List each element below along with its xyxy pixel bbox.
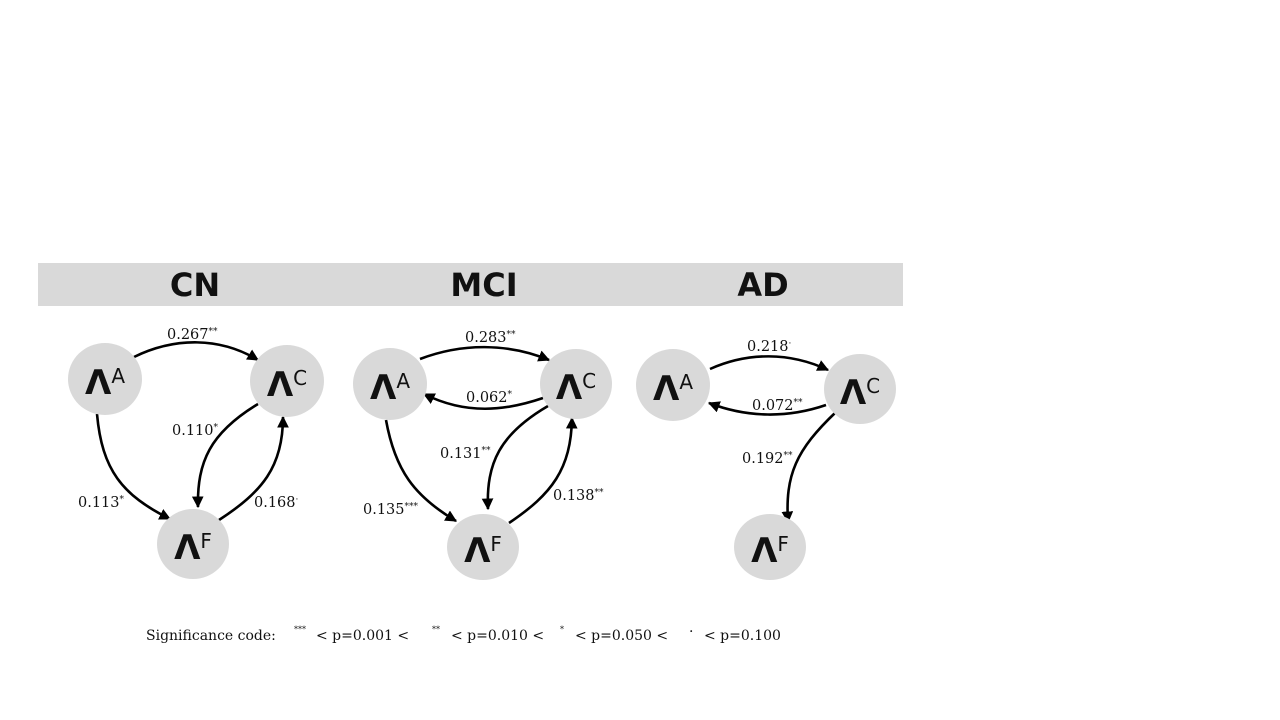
legend-sig-2: ** bbox=[432, 625, 440, 634]
node-cn-lambda-f: ΛF bbox=[157, 509, 229, 579]
legend-label: Significance code: bbox=[146, 628, 276, 644]
label-mci-a-to-f: 0.135*** bbox=[363, 502, 419, 518]
header-band bbox=[38, 263, 903, 306]
node-mci-lambda-a: ΛA bbox=[353, 348, 427, 420]
svg-text:ΛA: ΛA bbox=[85, 363, 125, 403]
legend-threshold-3: < p=0.050 < bbox=[575, 628, 668, 644]
panel-cn: ΛA ΛC ΛF 0.267** 0.110* 0.113* 0.168· bbox=[68, 327, 324, 579]
svg-text:ΛC: ΛC bbox=[267, 365, 307, 405]
node-ad-lambda-f: ΛF bbox=[734, 514, 806, 580]
panel-mci: ΛA ΛC ΛF 0.283** 0.062* 0.131** 0.135***… bbox=[353, 330, 612, 580]
header-mci: MCI bbox=[450, 266, 517, 304]
label-cn-c-to-f: 0.110* bbox=[172, 423, 219, 439]
node-cn-lambda-a: ΛA bbox=[68, 343, 142, 415]
edge-ad-c-to-f bbox=[781, 411, 837, 524]
svg-text:ΛA: ΛA bbox=[653, 369, 693, 409]
legend-threshold-4: < p=0.100 bbox=[704, 628, 781, 644]
node-cn-lambda-c: ΛC bbox=[250, 345, 324, 417]
edge-cn-f-to-c bbox=[218, 415, 289, 522]
node-ad-lambda-a: ΛA bbox=[636, 349, 710, 421]
edge-mci-a-to-f bbox=[384, 419, 458, 523]
legend-threshold-1: < p=0.001 < bbox=[316, 628, 409, 644]
significance-legend: Significance code: *** < p=0.001 < ** < … bbox=[146, 624, 781, 644]
svg-text:ΛA: ΛA bbox=[370, 368, 410, 408]
label-mci-c-to-f: 0.131** bbox=[440, 446, 491, 462]
edge-ad-c-to-a bbox=[707, 401, 827, 416]
label-cn-a-to-f: 0.113* bbox=[78, 495, 125, 511]
svg-text:ΛC: ΛC bbox=[556, 368, 596, 408]
edge-cn-c-to-f bbox=[191, 402, 259, 509]
label-cn-f-to-c: 0.168· bbox=[254, 495, 299, 511]
label-mci-f-to-c: 0.138** bbox=[553, 488, 604, 504]
label-ad-c-to-a: 0.072** bbox=[752, 398, 803, 414]
legend-sig-1: *** bbox=[294, 625, 306, 634]
label-ad-a-to-c: 0.218· bbox=[747, 339, 792, 355]
panel-ad: ΛA ΛC ΛF 0.218· 0.072** 0.192** bbox=[636, 339, 896, 580]
node-ad-lambda-c: ΛC bbox=[824, 354, 896, 424]
node-mci-lambda-f: ΛF bbox=[447, 514, 519, 580]
label-mci-a-to-c: 0.283** bbox=[465, 330, 516, 346]
header-cn: CN bbox=[170, 266, 220, 304]
edge-cn-a-to-f bbox=[95, 413, 172, 521]
legend-threshold-2: < p=0.010 < bbox=[451, 628, 544, 644]
label-mci-c-to-a: 0.062* bbox=[466, 390, 513, 406]
edge-cn-a-to-c bbox=[133, 341, 260, 362]
svg-text:ΛF: ΛF bbox=[174, 528, 212, 568]
edge-ad-a-to-c bbox=[709, 355, 830, 372]
edge-mci-c-to-f bbox=[481, 404, 549, 511]
label-cn-a-to-c: 0.267** bbox=[167, 327, 218, 343]
svg-text:ΛC: ΛC bbox=[840, 373, 880, 413]
edge-mci-c-to-a bbox=[422, 392, 544, 411]
node-mci-lambda-c: ΛC bbox=[540, 349, 612, 419]
legend-sig-3: * bbox=[560, 625, 564, 634]
header-ad: AD bbox=[737, 266, 788, 304]
svg-text:ΛF: ΛF bbox=[751, 531, 789, 571]
svg-text:ΛF: ΛF bbox=[464, 531, 502, 571]
label-ad-c-to-f: 0.192** bbox=[742, 451, 793, 467]
edge-mci-a-to-c bbox=[419, 345, 551, 362]
edge-mci-f-to-c bbox=[508, 416, 578, 525]
legend-sig-4: · bbox=[689, 624, 693, 640]
